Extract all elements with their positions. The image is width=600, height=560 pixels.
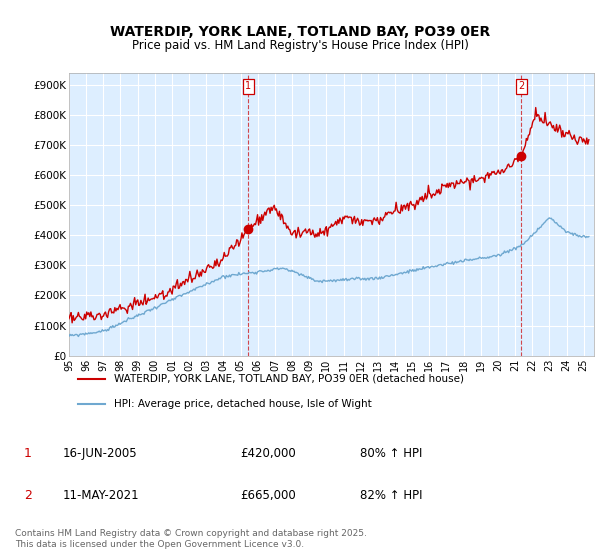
Text: HPI: Average price, detached house, Isle of Wight: HPI: Average price, detached house, Isle…: [114, 399, 372, 409]
Text: £420,000: £420,000: [240, 447, 296, 460]
Text: Price paid vs. HM Land Registry's House Price Index (HPI): Price paid vs. HM Land Registry's House …: [131, 39, 469, 52]
Text: 1: 1: [245, 81, 251, 91]
Text: 82% ↑ HPI: 82% ↑ HPI: [360, 489, 422, 502]
Text: 2: 2: [518, 81, 524, 91]
Text: 1: 1: [23, 447, 32, 460]
Text: 11-MAY-2021: 11-MAY-2021: [63, 489, 140, 502]
Text: WATERDIP, YORK LANE, TOTLAND BAY, PO39 0ER: WATERDIP, YORK LANE, TOTLAND BAY, PO39 0…: [110, 25, 490, 39]
Text: 2: 2: [23, 489, 32, 502]
Text: 16-JUN-2005: 16-JUN-2005: [63, 447, 137, 460]
Text: 80% ↑ HPI: 80% ↑ HPI: [360, 447, 422, 460]
Text: Contains HM Land Registry data © Crown copyright and database right 2025.
This d: Contains HM Land Registry data © Crown c…: [15, 529, 367, 549]
Text: £665,000: £665,000: [240, 489, 296, 502]
Text: WATERDIP, YORK LANE, TOTLAND BAY, PO39 0ER (detached house): WATERDIP, YORK LANE, TOTLAND BAY, PO39 0…: [114, 374, 464, 384]
